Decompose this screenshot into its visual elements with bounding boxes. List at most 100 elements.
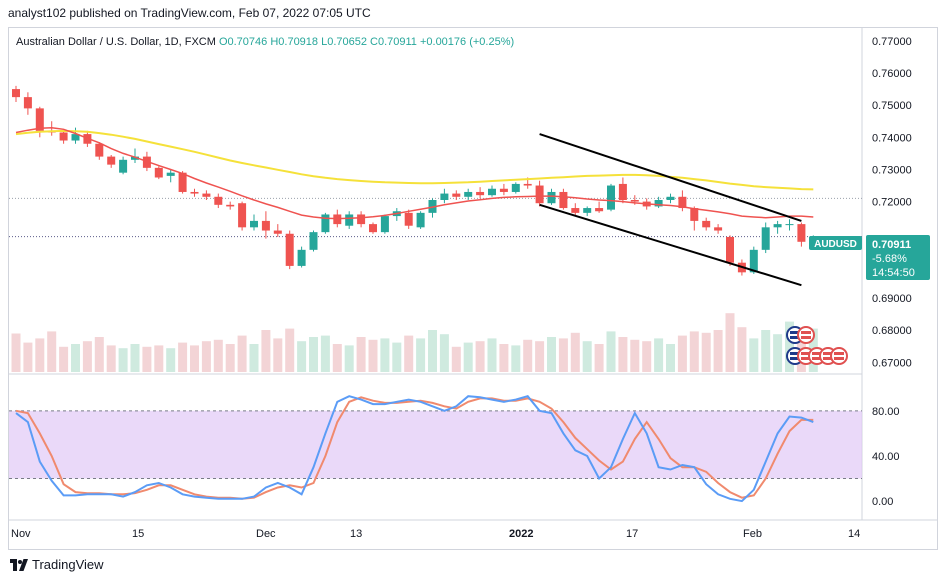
price-label: AUDUSD 0.70911 -5.68% 14:54:50 bbox=[809, 235, 930, 280]
volume-bar bbox=[368, 339, 378, 372]
volume-bar bbox=[166, 348, 176, 372]
candle-body bbox=[380, 216, 389, 233]
candle-body bbox=[107, 156, 116, 165]
candle-body bbox=[226, 204, 235, 207]
price-tick-label: 0.73000 bbox=[872, 164, 912, 176]
candle-body bbox=[416, 212, 425, 228]
candle-body bbox=[761, 227, 770, 250]
time-tick-label: Feb bbox=[743, 528, 762, 540]
price-tick-label: 0.72000 bbox=[872, 197, 912, 209]
candle-body bbox=[773, 224, 782, 228]
volume-bar bbox=[344, 345, 354, 372]
candle-body bbox=[142, 156, 151, 168]
candle-body bbox=[476, 191, 485, 196]
candle-body bbox=[702, 220, 711, 228]
price-tick-label: 0.69000 bbox=[872, 293, 912, 305]
oscillator-tick-label: 80.00 bbox=[872, 406, 900, 418]
volume-bar bbox=[701, 332, 711, 372]
candle-body bbox=[119, 159, 128, 173]
volume-bar bbox=[35, 338, 45, 372]
volume-bar bbox=[392, 342, 402, 372]
candlesticks bbox=[12, 85, 818, 276]
candle-body bbox=[464, 191, 473, 197]
volume-bar bbox=[71, 344, 80, 372]
volume-bar bbox=[380, 338, 390, 372]
tradingview-logo-icon bbox=[10, 558, 28, 571]
candle-body bbox=[499, 188, 508, 192]
volume-bar bbox=[475, 341, 485, 372]
volume-bar bbox=[332, 344, 342, 372]
volume-bar bbox=[451, 346, 461, 372]
symbol-line: Australian Dollar / U.S. Dollar, 1D, FXC… bbox=[16, 36, 514, 48]
flag-stripe bbox=[801, 355, 811, 357]
volume-bar bbox=[225, 344, 235, 372]
time-tick-label: 17 bbox=[626, 528, 638, 540]
candle-body bbox=[690, 208, 699, 221]
volume-bar bbox=[570, 332, 580, 372]
volume-bar bbox=[785, 321, 794, 372]
volume-bar bbox=[23, 342, 33, 372]
volume-bar bbox=[749, 338, 759, 372]
candle-body bbox=[666, 196, 675, 200]
candle-body bbox=[511, 183, 520, 192]
volume-bar bbox=[106, 345, 116, 372]
channel-lower-line bbox=[539, 203, 802, 287]
volume-bar bbox=[773, 334, 783, 372]
volume-bar bbox=[642, 341, 652, 372]
volume-bar bbox=[309, 337, 318, 372]
candle-body bbox=[166, 172, 175, 176]
candle-body bbox=[595, 208, 604, 212]
flag-stripe bbox=[790, 334, 800, 336]
volume-bar bbox=[713, 330, 723, 372]
flag-stripe bbox=[790, 355, 800, 357]
volume-bar bbox=[178, 342, 188, 372]
fast-moving-average bbox=[15, 126, 814, 220]
candle-body bbox=[357, 214, 366, 225]
candle-body bbox=[131, 156, 139, 160]
candle-body bbox=[559, 191, 568, 209]
candle-body bbox=[797, 224, 806, 242]
candle-body bbox=[35, 108, 44, 131]
candle-body bbox=[285, 233, 294, 266]
volume-bar bbox=[499, 344, 509, 372]
volume-bar bbox=[237, 335, 247, 372]
volume-bar bbox=[558, 338, 568, 372]
bar-countdown: 14:54:50 bbox=[872, 267, 915, 279]
publisher-header: analyst102 published on TradingView.com,… bbox=[8, 6, 371, 20]
candle-body bbox=[678, 196, 687, 209]
volume-bars bbox=[11, 313, 818, 372]
oscillator-tick-label: 40.00 bbox=[872, 451, 900, 463]
candle-body bbox=[714, 227, 723, 231]
candle-body bbox=[297, 249, 306, 266]
candle-body bbox=[749, 249, 758, 273]
oscillator-tick-label: 0.00 bbox=[872, 496, 893, 508]
volume-bar bbox=[94, 337, 104, 372]
volume-bar bbox=[154, 345, 164, 372]
candle-body bbox=[190, 191, 199, 194]
candle-body bbox=[547, 191, 556, 204]
volume-bar bbox=[82, 341, 92, 372]
time-tick-label: Dec bbox=[256, 528, 276, 540]
candle-body bbox=[202, 193, 211, 197]
volume-bar bbox=[11, 333, 21, 372]
candle-body bbox=[535, 185, 544, 204]
tradingview-brand: TradingView bbox=[32, 557, 104, 572]
candle-body bbox=[404, 212, 413, 226]
time-tick-label: 14 bbox=[848, 528, 860, 540]
us-flag-icon bbox=[830, 347, 848, 365]
volume-bar bbox=[261, 330, 271, 372]
volume-bar bbox=[666, 344, 675, 372]
volume-bar bbox=[725, 313, 735, 372]
tradingview-logo[interactable]: TradingView bbox=[10, 557, 104, 572]
price-change: -5.68% bbox=[872, 253, 907, 265]
candle-body bbox=[785, 224, 794, 226]
volume-bar bbox=[594, 344, 604, 372]
candle-body bbox=[309, 232, 318, 250]
candle-body bbox=[12, 89, 20, 98]
candle-body bbox=[59, 132, 68, 141]
volume-bar bbox=[297, 341, 307, 372]
time-tick-label: 2022 bbox=[509, 528, 533, 540]
candle-body bbox=[523, 183, 532, 186]
volume-bar bbox=[511, 345, 521, 372]
